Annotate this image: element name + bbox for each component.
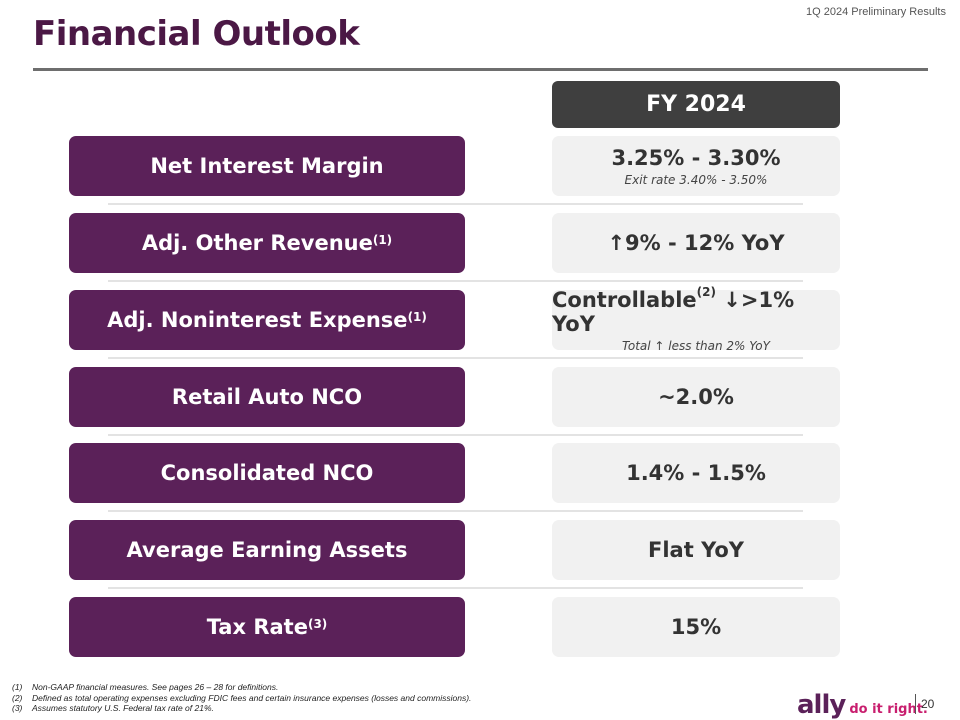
row-divider	[108, 357, 803, 359]
row-label-text: Consolidated NCO	[160, 461, 374, 485]
footnote: (1) Non-GAAP financial measures. See page…	[12, 682, 279, 692]
row-label-text: Average Earning Assets	[126, 538, 408, 562]
outlook-row: Tax Rate (3) 15%	[0, 597, 960, 657]
brand-name: ally	[797, 690, 846, 720]
outlook-row: Adj. Other Revenue (1) ↑9% - 12% YoY	[0, 213, 960, 273]
row-value: 1.4% - 1.5%	[552, 443, 840, 503]
footnote: (2) Defined as total operating expenses e…	[12, 692, 472, 703]
outlook-row: Adj. Noninterest Expense (1) Controllable…	[0, 284, 960, 353]
page-separator	[915, 694, 916, 714]
row-value-main: 3.25% - 3.30%	[611, 145, 781, 170]
row-divider	[108, 434, 803, 436]
page-number: 20	[921, 697, 935, 711]
row-value-main: 15%	[670, 615, 722, 639]
row-divider	[108, 203, 803, 205]
header-note: 1Q 2024 Preliminary Results	[805, 6, 946, 18]
row-divider	[108, 510, 803, 512]
brand-tagline: do it right.	[849, 702, 928, 717]
column-header: FY 2024	[552, 81, 840, 128]
footnotes: (1) Non-GAAP financial measures. See page…	[12, 682, 471, 714]
row-label-text: Net Interest Margin	[150, 154, 384, 178]
page-title: Financial Outlook	[33, 14, 360, 54]
value-footnote: (2)	[696, 284, 716, 299]
brand-logo: ally do it right.	[797, 690, 928, 720]
row-label-text: Retail Auto NCO	[171, 385, 363, 409]
row-value: ↑9% - 12% YoY	[552, 213, 840, 273]
row-label-footnote: (1)	[407, 310, 427, 324]
row-label: Consolidated NCO	[69, 443, 465, 503]
row-value-main: ↑9% - 12% YoY	[607, 231, 785, 255]
row-value-main: ~2.0%	[658, 385, 734, 409]
title-rule	[33, 68, 928, 71]
row-divider	[108, 280, 803, 282]
row-value: 15%	[552, 597, 840, 657]
row-label-text: Tax Rate	[206, 615, 308, 639]
outlook-row: Retail Auto NCO ~2.0%	[0, 367, 960, 427]
footnote: (3) Assumes statutory U.S. Federal tax ra…	[12, 703, 214, 713]
row-value-main: 1.4% - 1.5%	[626, 461, 766, 485]
row-value-main: Flat YoY	[648, 538, 744, 562]
outlook-row: Consolidated NCO 1.4% - 1.5%	[0, 443, 960, 503]
row-value-sub: Exit rate 3.40% - 3.50%	[624, 172, 768, 187]
outlook-row: Net Interest Margin 3.25% - 3.30% Exit r…	[0, 136, 960, 196]
row-value: Flat YoY	[552, 520, 840, 580]
row-label: Adj. Other Revenue (1)	[69, 213, 465, 273]
row-value-main: Controllable(2) ↓>1% YoY	[552, 284, 795, 336]
row-label-footnote: (1)	[372, 233, 393, 247]
row-divider	[108, 587, 803, 589]
row-label-text: Adj. Other Revenue	[141, 231, 373, 255]
outlook-row: Average Earning Assets Flat YoY	[0, 520, 960, 580]
row-label: Adj. Noninterest Expense (1)	[69, 290, 465, 350]
row-value: ~2.0%	[552, 367, 840, 427]
row-value: 3.25% - 3.30% Exit rate 3.40% - 3.50%	[552, 136, 840, 196]
row-label: Tax Rate (3)	[69, 597, 465, 657]
row-value-sub: Total ↑ less than 2% YoY	[622, 338, 770, 353]
row-label-footnote: (3)	[307, 617, 328, 631]
row-label: Average Earning Assets	[69, 520, 465, 580]
row-label: Retail Auto NCO	[69, 367, 465, 427]
row-value: Controllable(2) ↓>1% YoY Total ↑ less th…	[552, 284, 840, 353]
row-label: Net Interest Margin	[69, 136, 465, 196]
row-label-text: Adj. Noninterest Expense	[107, 308, 408, 332]
